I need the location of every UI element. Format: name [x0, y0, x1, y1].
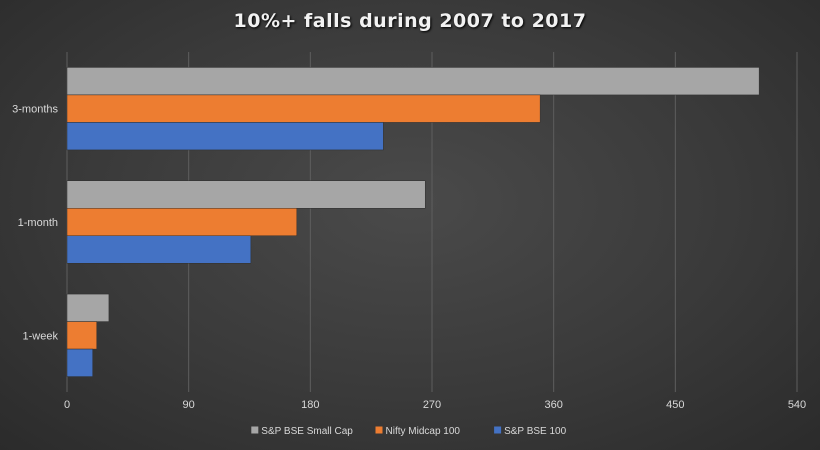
x-tick-label: 0 — [64, 399, 70, 411]
bar — [66, 122, 384, 151]
chart-title: 10%+ falls during 2007 to 2017 — [233, 10, 587, 32]
legend-swatch — [375, 426, 383, 434]
x-tick-label: 450 — [666, 399, 684, 411]
x-tick-label: 270 — [423, 399, 441, 411]
legend-swatch — [251, 426, 259, 434]
legend-label: S&P BSE Small Cap — [261, 426, 353, 437]
legend-swatch — [494, 426, 502, 434]
x-tick-label: 540 — [788, 399, 806, 411]
x-tick-label: 180 — [301, 399, 319, 411]
bar — [66, 293, 110, 322]
x-tick-label: 90 — [183, 399, 195, 411]
y-category-label: 3-months — [12, 104, 58, 116]
x-tick-label: 360 — [544, 399, 562, 411]
bar — [66, 208, 298, 236]
legend-label: Nifty Midcap 100 — [386, 426, 461, 437]
y-category-label: 1-week — [23, 330, 59, 342]
bar — [66, 180, 426, 209]
bar — [66, 321, 97, 350]
bar — [66, 67, 760, 96]
bar — [66, 94, 541, 123]
bar — [66, 235, 252, 264]
legend-label: S&P BSE 100 — [504, 426, 567, 437]
bar — [66, 348, 93, 377]
y-category-label: 1-month — [18, 217, 58, 229]
